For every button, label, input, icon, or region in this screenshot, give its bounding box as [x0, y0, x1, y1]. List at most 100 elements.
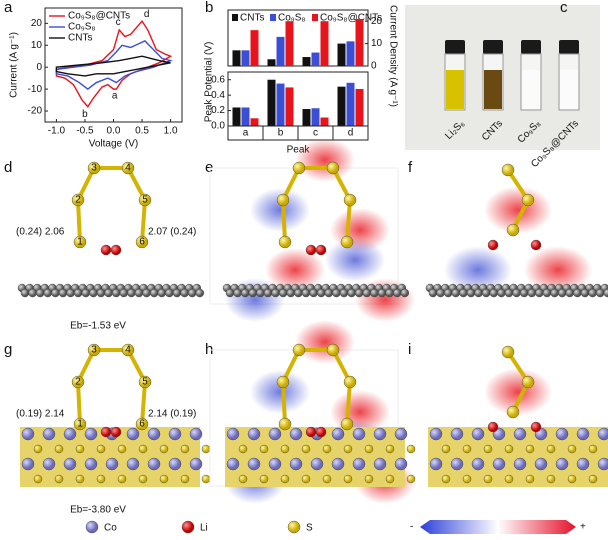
s-atom [385, 444, 395, 454]
li-atom [487, 239, 499, 251]
y-tick-label: 0.6 [211, 74, 225, 85]
carbon-atom [444, 288, 453, 298]
current-bar [311, 52, 320, 66]
carbon-atom [119, 288, 129, 298]
atom-number: 4 [125, 163, 131, 174]
s-atom [276, 375, 290, 389]
colorbar-min: - [410, 522, 413, 533]
co-atom [534, 457, 548, 471]
carbon-atom [149, 288, 159, 298]
panel-label: f [408, 159, 413, 176]
s-atom [483, 444, 493, 454]
carbon-atom [271, 288, 280, 298]
co-atom [331, 457, 345, 471]
y-tick-label: -10 [28, 84, 43, 95]
y-tick-label: 0.4 [211, 90, 225, 101]
x-tick-label: -0.5 [76, 126, 94, 137]
bond [281, 199, 287, 243]
vial-liquid [522, 70, 540, 109]
charge-density [265, 248, 325, 292]
panel-label: g [4, 341, 12, 358]
x-tick-label: 0.0 [107, 126, 121, 137]
s-atom [301, 474, 311, 484]
s-atom [121, 343, 135, 357]
s-atom [117, 474, 127, 484]
co-atom [85, 520, 99, 534]
carbon-atom [279, 288, 288, 298]
s-atom [406, 474, 416, 484]
co-atom [189, 427, 203, 441]
s-atom [33, 444, 43, 454]
carbon-atom [542, 288, 552, 298]
co-atom [555, 427, 569, 441]
s-atom [343, 444, 353, 454]
s-atom [504, 474, 514, 484]
carbon-atom [393, 288, 402, 298]
panel-label: c [560, 0, 568, 16]
co-atom [147, 457, 161, 471]
legend-swatch [232, 14, 238, 21]
carbon-atom [66, 288, 75, 298]
atom-number: 6 [139, 237, 145, 248]
co-atom [352, 427, 366, 441]
s-atom [259, 474, 269, 484]
co-atom [268, 427, 282, 441]
y-tick-label: 10 [31, 40, 43, 51]
current-bar [276, 36, 285, 66]
panel-label: h [205, 341, 213, 358]
s-atom [121, 161, 135, 175]
s-atom [135, 235, 149, 249]
co-atom [471, 457, 485, 471]
potential-bar [346, 82, 355, 126]
x-axis-label: Voltage (V) [89, 139, 138, 150]
co-atom [450, 427, 464, 441]
charge-density [524, 246, 592, 294]
carbon-atom [96, 288, 106, 298]
co-atom [429, 427, 443, 441]
s-atom [483, 474, 493, 484]
s-atom [506, 405, 520, 419]
carbon-atom [142, 288, 151, 298]
carbon-atom [180, 288, 189, 298]
s-atom [326, 343, 340, 357]
legend-label: S [306, 523, 313, 534]
co-atom [63, 457, 77, 471]
co-atom [189, 457, 203, 471]
x-tick-label: 1.0 [164, 126, 178, 137]
co-atom [373, 457, 387, 471]
co-atom [492, 457, 506, 471]
carbon-atom [489, 288, 498, 298]
s-atom [259, 444, 269, 454]
carbon-atom [385, 288, 394, 298]
y2-tick-label: 20 [371, 16, 383, 27]
li-atom [110, 244, 122, 256]
s-atom [385, 474, 395, 484]
li-atom [100, 426, 112, 438]
carbon-atom [550, 288, 559, 298]
li-atom [315, 244, 327, 256]
y2-tick-label: 10 [371, 38, 383, 49]
peak-annotation: d [144, 9, 150, 20]
x-tick-label: a [243, 128, 249, 139]
li-atom [530, 421, 542, 433]
carbon-atom [400, 288, 409, 298]
s-atom [301, 444, 311, 454]
carbon-atom [504, 288, 514, 298]
panel-label: d [4, 159, 12, 176]
panel-label: a [4, 0, 13, 16]
vial-liquid [484, 70, 502, 109]
carbon-atom [428, 288, 438, 298]
atom-number: 5 [142, 195, 148, 206]
carbon-atom [596, 288, 605, 298]
bond [140, 381, 147, 425]
s-atom [525, 474, 535, 484]
co-atom [168, 427, 182, 441]
atom-number: 2 [75, 195, 81, 206]
co-atom [42, 457, 56, 471]
current-bar [250, 30, 259, 66]
co-atom [373, 427, 387, 441]
carbon-atom [512, 288, 521, 298]
s-atom [441, 474, 451, 484]
atom-number: 6 [139, 419, 145, 430]
atom-number: 2 [75, 377, 81, 388]
